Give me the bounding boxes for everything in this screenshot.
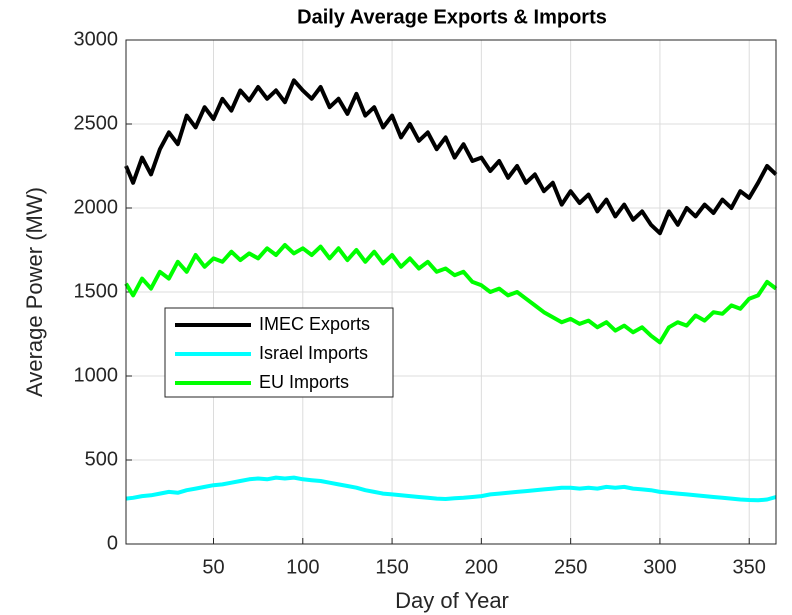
legend-label: Israel Imports bbox=[259, 343, 368, 363]
series-line bbox=[124, 243, 778, 345]
x-tick-label: 50 bbox=[202, 556, 224, 578]
x-tick-label: 300 bbox=[643, 556, 676, 578]
y-tick-label: 1000 bbox=[74, 364, 119, 386]
y-tick-label: 3000 bbox=[74, 28, 119, 50]
x-tick-label: 200 bbox=[465, 556, 498, 578]
series-line bbox=[124, 78, 778, 236]
x-tick-label: 150 bbox=[375, 556, 408, 578]
chart-title: Daily Average Exports & Imports bbox=[297, 6, 607, 28]
y-tick-label: 500 bbox=[85, 448, 118, 470]
legend-label: EU Imports bbox=[259, 372, 349, 392]
y-tick-label: 1500 bbox=[74, 280, 119, 302]
y-tick-label: 0 bbox=[107, 532, 118, 554]
y-tick-label: 2500 bbox=[74, 112, 119, 134]
x-tick-label: 100 bbox=[286, 556, 319, 578]
x-axis-label: Day of Year bbox=[395, 588, 509, 613]
y-axis-label: Average Power (MW) bbox=[22, 187, 47, 397]
legend-label: IMEC Exports bbox=[259, 314, 370, 334]
x-tick-label: 350 bbox=[733, 556, 766, 578]
plot-border bbox=[125, 39, 777, 545]
series-line bbox=[125, 475, 777, 503]
x-tick-label: 250 bbox=[554, 556, 587, 578]
y-tick-label: 2000 bbox=[74, 196, 119, 218]
